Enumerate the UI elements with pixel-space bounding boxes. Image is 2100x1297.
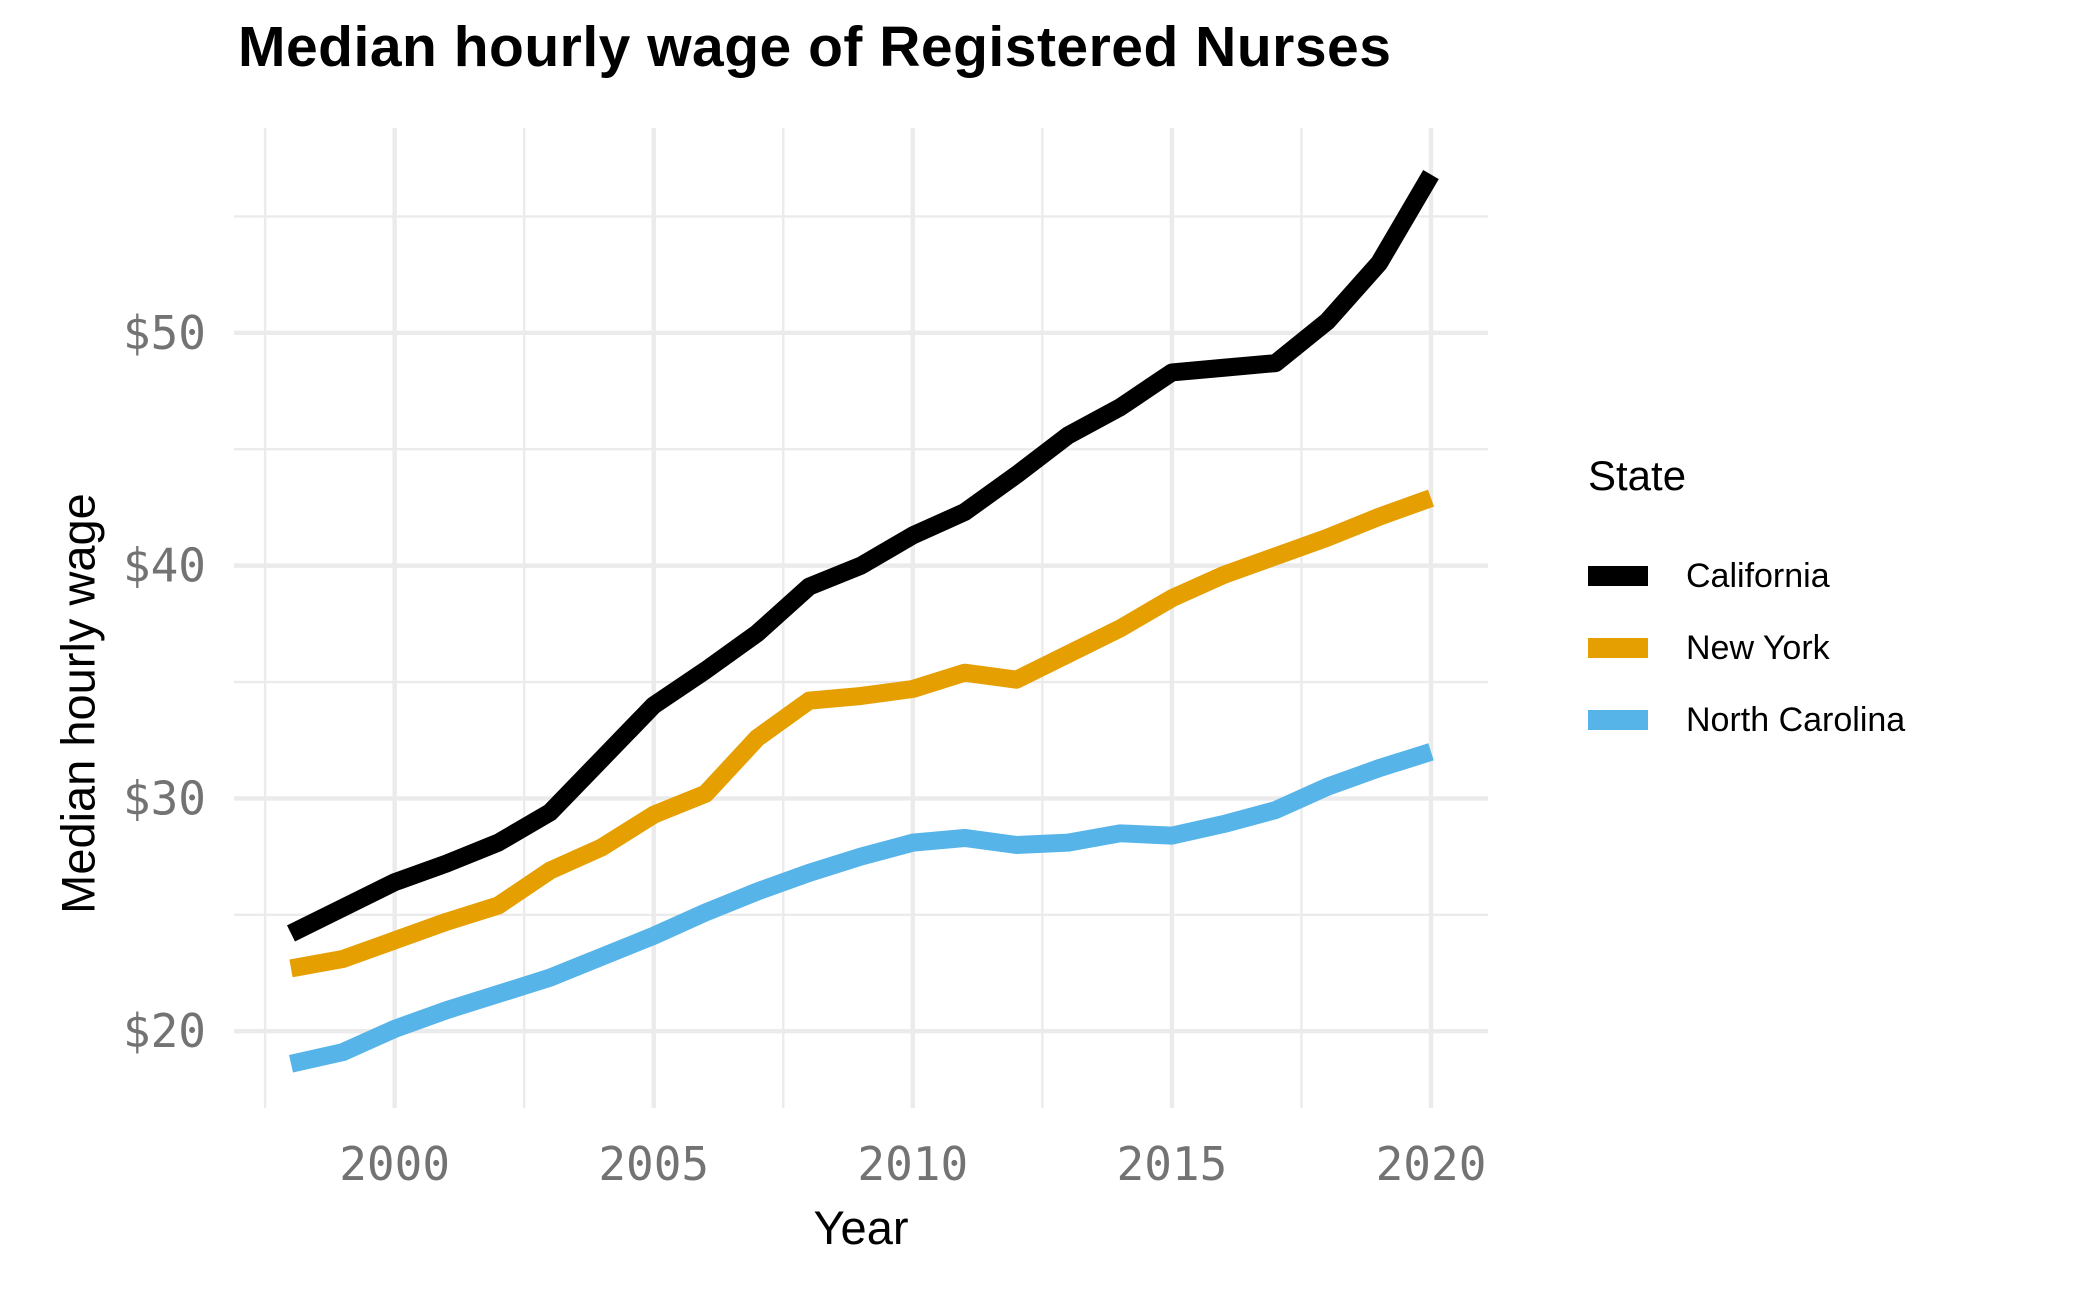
legend-item-north-carolina: North Carolina (1588, 696, 1905, 744)
legend-label: North Carolina (1686, 700, 1906, 739)
svg-text:2000: 2000 (339, 1137, 450, 1191)
x-axis-title: Year (813, 1201, 909, 1254)
svg-text:$50: $50 (123, 306, 206, 360)
svg-text:$20: $20 (123, 1004, 206, 1058)
legend-item-new-york: New York (1588, 624, 1905, 672)
legend-item-california: California (1588, 552, 1905, 600)
legend-label: California (1686, 556, 1830, 595)
legend: State California New York North Carolina (1588, 452, 1905, 768)
new-york-line-swatch (1588, 638, 1648, 658)
california-line-swatch (1588, 566, 1648, 586)
y-axis-title: Median hourly wage (51, 493, 105, 914)
svg-text:$30: $30 (123, 771, 206, 825)
svg-text:2010: 2010 (857, 1137, 968, 1191)
legend-title: State (1588, 452, 1687, 499)
svg-text:2005: 2005 (598, 1137, 709, 1191)
svg-text:2015: 2015 (1117, 1137, 1228, 1191)
legend-label: New York (1686, 628, 1830, 667)
north-carolina-line-swatch (1588, 710, 1648, 730)
svg-text:$40: $40 (123, 539, 206, 593)
svg-text:2020: 2020 (1376, 1137, 1487, 1191)
chart-title: Median hourly wage of Registered Nurses (238, 15, 1392, 79)
